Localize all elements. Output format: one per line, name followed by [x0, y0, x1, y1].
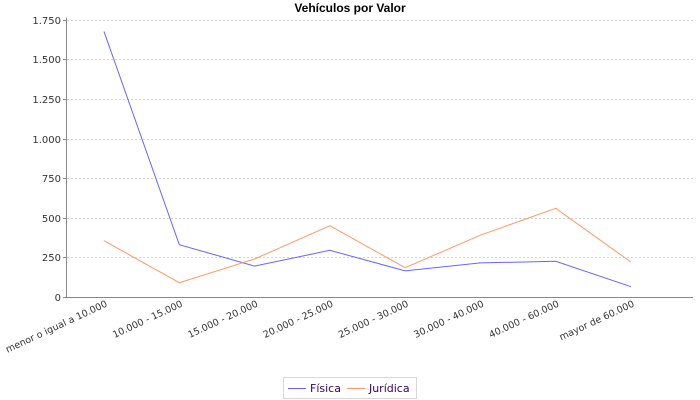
- series-line-fisica: [103, 31, 632, 288]
- x-tick-label: 30.000 - 40.000: [412, 299, 485, 341]
- y-tick-label: 1.000: [32, 135, 61, 146]
- x-tick-label: mayor de 60.000: [558, 299, 637, 343]
- y-tick-label: 250: [42, 253, 61, 264]
- x-tick-label: 15.000 - 20.000: [186, 299, 259, 341]
- legend-label: Jurídica: [368, 381, 410, 395]
- legend-swatch-fisica-icon: [288, 387, 306, 389]
- series-line-juridica: [103, 207, 632, 284]
- y-tick-label: 1.750: [32, 16, 61, 27]
- legend-label: Física: [310, 381, 341, 395]
- x-tick-label: 10.000 - 15.000: [111, 299, 184, 341]
- y-tick-label: 0: [55, 293, 61, 304]
- chart-legend: Física Jurídica: [283, 377, 417, 399]
- y-tick-label: 750: [42, 174, 61, 185]
- x-tick-label: 20.000 - 25.000: [262, 299, 335, 341]
- legend-item-juridica[interactable]: Jurídica: [346, 381, 410, 395]
- chart-title: Vehículos por Valor: [294, 1, 406, 15]
- legend-item-fisica[interactable]: Física: [288, 382, 341, 395]
- x-tick-label: menor o igual a 10.000: [4, 299, 109, 356]
- y-tick-label: 500: [42, 214, 61, 225]
- y-tick-label: 1.250: [32, 95, 61, 106]
- x-tick-label: 25.000 - 30.000: [337, 299, 410, 341]
- x-tick-label: 40.000 - 60.000: [487, 299, 560, 341]
- legend-swatch-juridica-icon: [346, 387, 365, 389]
- y-tick-label: 1.500: [32, 55, 61, 66]
